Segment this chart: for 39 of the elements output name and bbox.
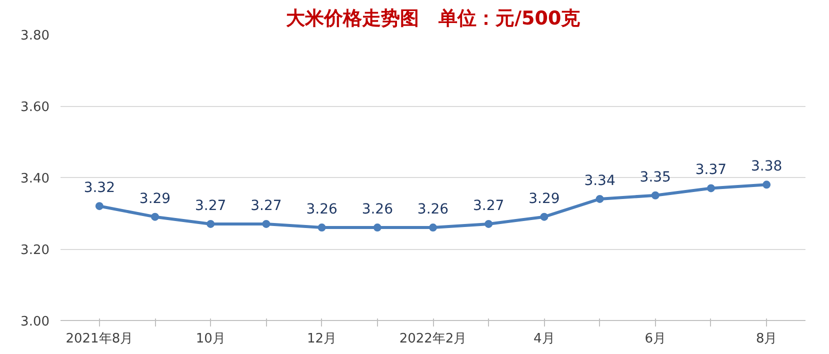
point [318,224,326,232]
x-tick-label: 4月 [534,332,555,346]
point [484,220,493,228]
x-tick-label: 2022年2月 [399,332,467,346]
point [429,224,437,232]
point [262,220,270,228]
data-label: 3.26 [417,202,449,218]
data-label: 3.26 [362,202,394,218]
data-label: 3.35 [640,169,671,186]
point [151,212,160,221]
data-label: 3.38 [750,158,782,175]
chart-title: 大米价格走势图 单位：元/500克 [286,8,580,30]
x-tick-label: 12月 [307,332,337,346]
data-label: 3.26 [306,202,338,218]
y-tick-label: 3.40 [20,172,50,186]
point [596,194,604,203]
data-label: 3.27 [250,198,282,214]
point [762,180,771,189]
point [540,212,548,221]
point [706,184,715,192]
point [651,191,660,200]
data-label: 3.29 [528,190,560,207]
x-tick-label: 8月 [756,332,778,346]
point [373,224,382,232]
point [206,220,215,228]
y-tick-label: 3.20 [20,243,50,258]
y-tick-label: 3.80 [20,28,50,44]
point [95,202,104,210]
x-tick-label: 6月 [644,332,666,346]
data-label: 3.37 [695,162,727,178]
y-tick-label: 3.00 [20,314,50,330]
data-label: 3.29 [139,190,171,207]
data-label: 3.27 [195,198,226,214]
data-label: 3.27 [473,198,504,214]
y-tick-label: 3.60 [20,100,50,115]
data-label: 3.34 [584,172,616,189]
x-tick-label: 10月 [196,332,226,346]
data-label: 3.32 [84,180,116,196]
x-tick-label: 2021年8月 [66,332,134,346]
